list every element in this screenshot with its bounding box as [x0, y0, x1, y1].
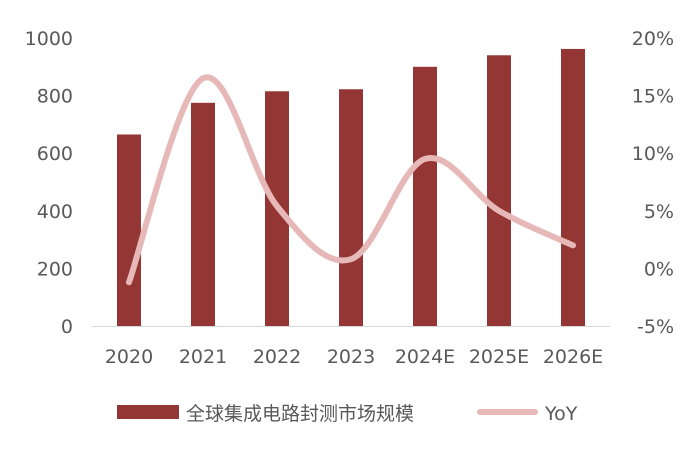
left-tick-label: 200	[37, 258, 73, 280]
legend-bar-swatch	[117, 405, 179, 419]
left-tick-label: 600	[37, 143, 73, 165]
x-tick-label: 2022	[253, 346, 301, 368]
x-tick-label: 2020	[105, 346, 153, 368]
bar-series	[117, 48, 585, 327]
bar	[339, 89, 363, 326]
bar	[117, 134, 141, 326]
bar	[561, 48, 585, 326]
x-tick-label: 2024E	[395, 346, 455, 368]
left-axis-tick-labels: 0 200 400 600 800 1000	[25, 28, 73, 338]
x-tick-label: 2021	[179, 346, 227, 368]
legend-bar-label: 全球集成电路封测市场规模	[186, 403, 414, 425]
right-tick-label: 20%	[632, 28, 674, 50]
right-tick-label: 0%	[644, 258, 674, 280]
right-axis-tick-labels: -5% 0% 5% 10% 15% 20%	[632, 28, 674, 338]
left-tick-label: 0	[61, 316, 73, 338]
x-tick-label: 2023	[327, 346, 375, 368]
legend-line-label: YoY	[544, 403, 578, 425]
left-tick-label: 1000	[25, 28, 73, 50]
right-tick-label: 5%	[644, 201, 674, 223]
x-tick-label: 2025E	[469, 346, 529, 368]
right-tick-label: 15%	[632, 86, 674, 108]
x-tick-label: 2026E	[543, 346, 603, 368]
right-tick-label: 10%	[632, 143, 674, 165]
yoy-line	[126, 74, 576, 286]
legend: 全球集成电路封测市场规模 YoY	[117, 403, 578, 425]
x-axis-tick-labels: 2020 2021 2022 2023 2024E 2025E 2026E	[105, 346, 603, 368]
bar	[487, 55, 511, 326]
bar	[413, 66, 437, 327]
left-tick-label: 800	[37, 86, 73, 108]
left-tick-label: 400	[37, 201, 73, 223]
right-tick-label: -5%	[637, 316, 674, 338]
bar	[191, 102, 215, 326]
